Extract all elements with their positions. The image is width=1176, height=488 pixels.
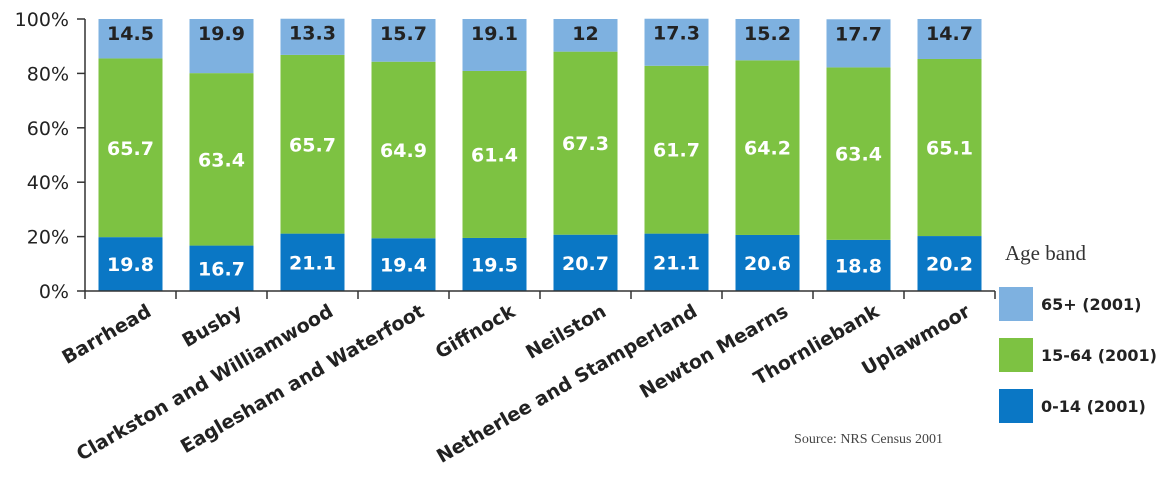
y-tick-label: 80% bbox=[27, 63, 69, 85]
legend-swatch bbox=[999, 338, 1033, 372]
data-label: 17.7 bbox=[835, 23, 882, 45]
bar-segment bbox=[553, 19, 618, 52]
data-label: 61.4 bbox=[471, 144, 518, 166]
data-label: 65.1 bbox=[926, 138, 973, 160]
data-label: 12 bbox=[572, 23, 598, 45]
y-tick-label: 0% bbox=[39, 281, 69, 303]
bars: 19.8 65.7 14.5 16.7 63.4 19.9 21.1 65.7 13.3 19.4… bbox=[98, 18, 982, 291]
data-label: 15.2 bbox=[744, 23, 791, 45]
y-tick-label: 40% bbox=[27, 172, 69, 194]
data-label: 16.7 bbox=[198, 258, 245, 280]
bar-segment bbox=[917, 236, 982, 291]
bar-segment bbox=[735, 19, 800, 61]
category-label: Giffnock bbox=[432, 300, 520, 363]
bar-segment bbox=[189, 73, 254, 246]
bar-segment bbox=[553, 234, 618, 291]
data-label: 61.7 bbox=[653, 140, 700, 162]
bar-segment bbox=[98, 19, 163, 59]
data-label: 19.5 bbox=[471, 254, 518, 276]
data-label: 20.6 bbox=[744, 253, 791, 275]
data-label: 64.9 bbox=[380, 140, 427, 162]
bar-segment bbox=[462, 70, 527, 238]
bar-segment bbox=[98, 237, 163, 291]
bar-segment bbox=[644, 65, 709, 234]
data-label: 67.3 bbox=[562, 133, 609, 155]
data-label: 19.4 bbox=[380, 255, 427, 277]
bar-segment bbox=[189, 245, 254, 291]
data-label: 14.7 bbox=[926, 23, 973, 45]
data-label: 21.1 bbox=[653, 252, 700, 274]
bar-segment bbox=[735, 60, 800, 235]
legend: Age band 65+ (2001) 15-64 (2001) 0-14 (2001… bbox=[999, 241, 1157, 423]
data-label: 65.7 bbox=[289, 134, 336, 156]
data-label: 13.3 bbox=[289, 23, 336, 45]
data-label: 20.7 bbox=[562, 253, 609, 275]
data-label: 14.5 bbox=[107, 23, 154, 45]
bar-segment bbox=[280, 18, 345, 55]
legend-swatch bbox=[999, 287, 1033, 321]
data-label: 19.9 bbox=[198, 23, 245, 45]
category-label: Barrhead bbox=[58, 300, 155, 368]
bar-segment bbox=[553, 51, 618, 235]
category-label: Busby bbox=[178, 300, 246, 352]
data-label: 17.3 bbox=[653, 23, 700, 45]
bar-segment bbox=[189, 19, 254, 74]
legend-title: Age band bbox=[1005, 241, 1087, 265]
data-label: 20.2 bbox=[926, 254, 973, 276]
data-label: 63.4 bbox=[198, 149, 245, 171]
legend-label: 0-14 (2001) bbox=[1041, 397, 1146, 416]
bar-segment bbox=[462, 237, 527, 291]
y-tick-label: 20% bbox=[27, 227, 69, 249]
bar-segment bbox=[826, 239, 891, 291]
bar-segment bbox=[644, 233, 709, 291]
bar-segment bbox=[826, 67, 891, 240]
source-note: Source: NRS Census 2001 bbox=[794, 432, 943, 447]
bar-segment bbox=[917, 58, 982, 237]
bar-segment bbox=[917, 19, 982, 59]
bar-segment bbox=[462, 19, 527, 71]
y-tick-label: 60% bbox=[27, 118, 69, 140]
data-label: 19.1 bbox=[471, 23, 518, 45]
bar-segment bbox=[644, 18, 709, 66]
legend-label: 65+ (2001) bbox=[1041, 295, 1141, 314]
bar-segment bbox=[371, 238, 436, 291]
bar-segment bbox=[280, 54, 345, 234]
y-axis: 0% 20% 40% 60% 80% 100% bbox=[15, 9, 86, 303]
bar-segment bbox=[735, 234, 800, 291]
legend-label: 15-64 (2001) bbox=[1041, 346, 1157, 365]
bar-segment bbox=[98, 58, 163, 238]
bar-segment bbox=[371, 61, 436, 239]
data-label: 15.7 bbox=[380, 23, 427, 45]
bar-segment bbox=[826, 19, 891, 68]
data-label: 19.8 bbox=[107, 254, 154, 276]
data-label: 63.4 bbox=[835, 144, 882, 166]
bar-segment bbox=[280, 233, 345, 291]
data-label: 21.1 bbox=[289, 252, 336, 274]
y-tick-label: 100% bbox=[15, 9, 69, 31]
bar-segment bbox=[371, 19, 436, 62]
data-label: 18.8 bbox=[835, 255, 882, 277]
data-label: 64.2 bbox=[744, 138, 791, 160]
category-label: Newton Mearns bbox=[636, 300, 792, 403]
data-label: 65.7 bbox=[107, 138, 154, 160]
legend-swatch bbox=[999, 389, 1033, 423]
